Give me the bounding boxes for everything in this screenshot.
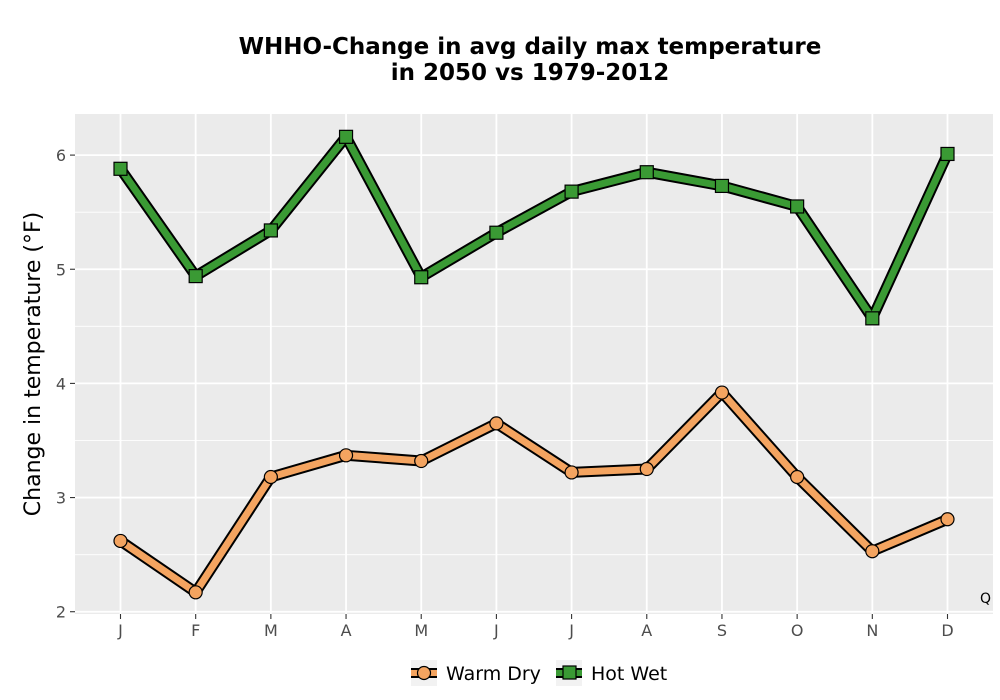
- data-point: [113, 533, 128, 549]
- legend-key-hot-wet: [556, 660, 582, 686]
- chart-title-line-2: in 2050 vs 1979-2012: [391, 60, 670, 86]
- y-axis: 2 3 4 5 6: [56, 146, 75, 622]
- data-point: [338, 448, 354, 463]
- data-point: [865, 311, 880, 326]
- data-point: [263, 223, 278, 238]
- legend-label-warm-dry: Warm Dry: [446, 663, 541, 685]
- x-tick-label: A: [341, 621, 352, 640]
- corner-label: Q: [980, 591, 991, 607]
- series-line: [117, 389, 951, 596]
- data-point: [714, 385, 730, 400]
- data-point: [714, 178, 730, 194]
- legend-circle-marker: [416, 665, 432, 681]
- data-point: [865, 544, 880, 559]
- data-point: [489, 416, 504, 431]
- data-point: [338, 129, 354, 144]
- major-gridlines: [75, 114, 993, 614]
- legend-label-hot-wet: Hot Wet: [591, 663, 667, 685]
- data-point: [564, 465, 579, 480]
- data-point: [639, 461, 654, 477]
- data-point: [639, 165, 654, 180]
- x-tick-label: N: [866, 621, 878, 640]
- y-tick-label: 4: [56, 374, 66, 393]
- data-point: [940, 146, 955, 162]
- x-tick-label: F: [191, 621, 200, 640]
- data-point: [414, 453, 429, 469]
- data-point: [790, 199, 805, 214]
- y-tick-label: 5: [56, 260, 66, 279]
- x-tick-label: J: [568, 621, 574, 640]
- data-point: [414, 270, 429, 285]
- data-point: [564, 184, 579, 199]
- legend-square-marker: [562, 665, 577, 680]
- series-line: [117, 133, 951, 322]
- y-tick-label: 6: [56, 146, 66, 165]
- y-axis-title: Change in temperature (°F): [21, 212, 46, 516]
- data-point: [790, 469, 805, 485]
- y-tick-label: 2: [56, 603, 66, 622]
- x-tick-label: O: [791, 621, 804, 640]
- x-tick-label: J: [493, 621, 499, 640]
- series-layer: [113, 129, 955, 600]
- series-warm-dry: [113, 385, 955, 600]
- data-point: [188, 269, 203, 284]
- chart-title-line-1: WHHO-Change in avg daily max temperature: [239, 34, 822, 60]
- plot-panel: [75, 114, 993, 614]
- data-point: [940, 512, 955, 527]
- x-tick-label: D: [941, 621, 953, 640]
- data-point: [263, 469, 278, 485]
- x-tick-label: A: [641, 621, 652, 640]
- x-tick-label: S: [717, 621, 727, 640]
- x-tick-label: J: [117, 621, 123, 640]
- legend: Warm Dry Hot Wet: [411, 660, 667, 686]
- legend-key-warm-dry: [411, 660, 437, 686]
- y-tick-label: 3: [56, 489, 66, 508]
- series-hot-wet: [113, 129, 955, 326]
- data-point: [113, 161, 128, 176]
- data-point: [489, 225, 504, 240]
- x-tick-label: M: [264, 621, 278, 640]
- data-point: [188, 585, 203, 600]
- x-tick-label: M: [414, 621, 428, 640]
